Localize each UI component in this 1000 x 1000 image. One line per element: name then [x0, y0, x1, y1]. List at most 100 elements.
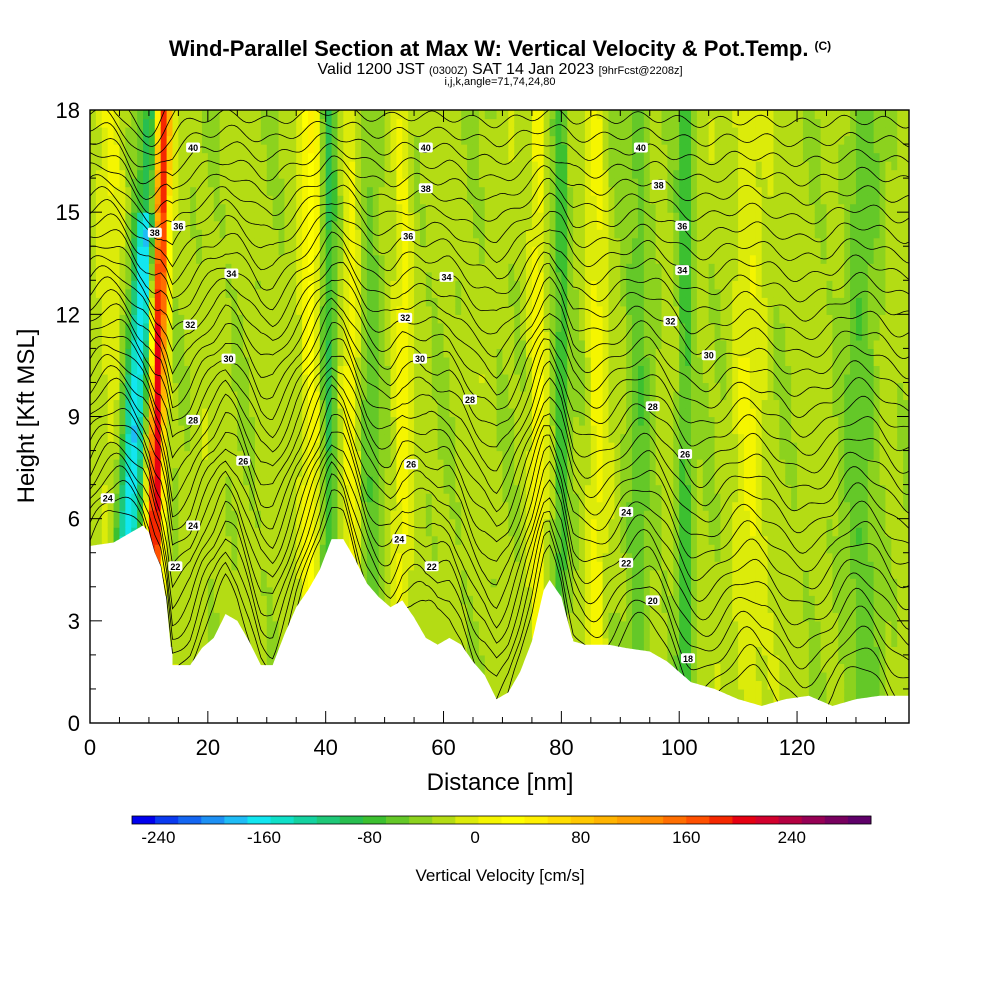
field-cell	[278, 118, 286, 128]
field-cell	[337, 459, 344, 469]
field-cell	[201, 595, 209, 605]
field-cell	[537, 144, 545, 154]
field-cell	[461, 237, 468, 247]
field-cell	[137, 203, 144, 213]
field-cell	[378, 229, 386, 239]
field-cell	[319, 237, 327, 247]
field-cell	[143, 110, 150, 120]
field-cell	[378, 186, 386, 196]
field-cell	[419, 382, 427, 392]
field-cell	[390, 263, 397, 273]
field-cell	[484, 263, 492, 273]
field-cell	[449, 535, 456, 545]
field-cell	[125, 169, 132, 179]
field-cell	[113, 416, 121, 426]
field-cell	[325, 382, 333, 392]
field-cell	[196, 484, 203, 494]
field-cell	[196, 348, 203, 358]
field-cell	[343, 433, 350, 443]
field-cell	[254, 586, 262, 596]
field-cell	[290, 203, 297, 213]
field-cell	[266, 110, 274, 120]
field-cell	[467, 569, 474, 579]
field-cell	[184, 161, 191, 171]
field-cell	[455, 339, 462, 349]
field-cell	[254, 501, 262, 511]
field-cell	[231, 127, 238, 137]
field-cell	[378, 118, 386, 128]
field-cell	[496, 271, 504, 281]
field-cell	[296, 578, 303, 588]
field-cell	[272, 263, 280, 273]
field-cell	[390, 501, 397, 511]
field-cell	[461, 203, 468, 213]
field-cell	[207, 195, 215, 205]
field-cell	[266, 450, 274, 460]
field-cell	[396, 544, 403, 554]
field-cell	[502, 671, 509, 682]
field-cell	[302, 127, 309, 137]
field-cell	[166, 229, 174, 239]
field-cell	[484, 535, 492, 545]
field-cell	[520, 135, 527, 145]
field-cell	[95, 186, 103, 196]
field-cell	[355, 510, 362, 520]
field-cell	[266, 220, 274, 230]
field-cell	[302, 229, 309, 239]
field-cell	[366, 246, 374, 256]
field-cell	[502, 442, 509, 452]
field-cell	[425, 110, 433, 120]
field-cell	[378, 135, 386, 145]
field-cell	[166, 382, 174, 392]
field-cell	[113, 356, 121, 367]
field-cell	[154, 467, 162, 477]
field-cell	[260, 254, 268, 264]
field-cell	[478, 552, 486, 562]
field-cell	[190, 314, 197, 324]
field-cell	[343, 229, 350, 239]
field-cell	[431, 467, 439, 477]
field-cell	[137, 322, 144, 332]
field-cell	[467, 144, 474, 154]
field-cell	[237, 595, 244, 605]
field-cell	[431, 127, 439, 137]
field-cell	[137, 433, 144, 443]
field-cell	[313, 203, 321, 213]
field-cell	[496, 390, 504, 401]
field-cell	[484, 578, 492, 588]
field-cell	[302, 476, 309, 486]
field-cell	[390, 161, 397, 171]
field-cell	[502, 237, 509, 247]
field-cell	[531, 212, 539, 222]
field-cell	[178, 144, 185, 154]
field-cell	[196, 288, 203, 298]
field-cell	[237, 144, 244, 154]
field-cell	[431, 365, 439, 375]
field-cell	[520, 442, 527, 452]
field-cell	[549, 305, 557, 315]
field-cell	[449, 322, 456, 332]
field-cell	[119, 178, 126, 188]
field-cell	[213, 476, 221, 486]
field-cell	[254, 297, 262, 307]
field-cell	[419, 220, 427, 230]
field-cell	[237, 118, 244, 128]
field-cell	[567, 365, 574, 375]
field-cell	[390, 314, 397, 324]
field-cell	[355, 229, 362, 239]
field-cell	[531, 578, 539, 588]
field-cell	[272, 110, 280, 120]
field-cell	[101, 356, 109, 367]
field-cell	[361, 195, 368, 205]
field-cell	[296, 288, 303, 298]
field-cell	[337, 297, 344, 307]
field-cell	[449, 467, 456, 477]
field-cell	[143, 169, 150, 179]
field-cell	[396, 118, 403, 128]
field-cell	[490, 152, 498, 162]
field-cell	[396, 229, 403, 239]
field-cell	[296, 161, 303, 171]
field-cell	[484, 620, 492, 630]
field-cell	[231, 348, 238, 358]
field-cell	[284, 195, 291, 205]
